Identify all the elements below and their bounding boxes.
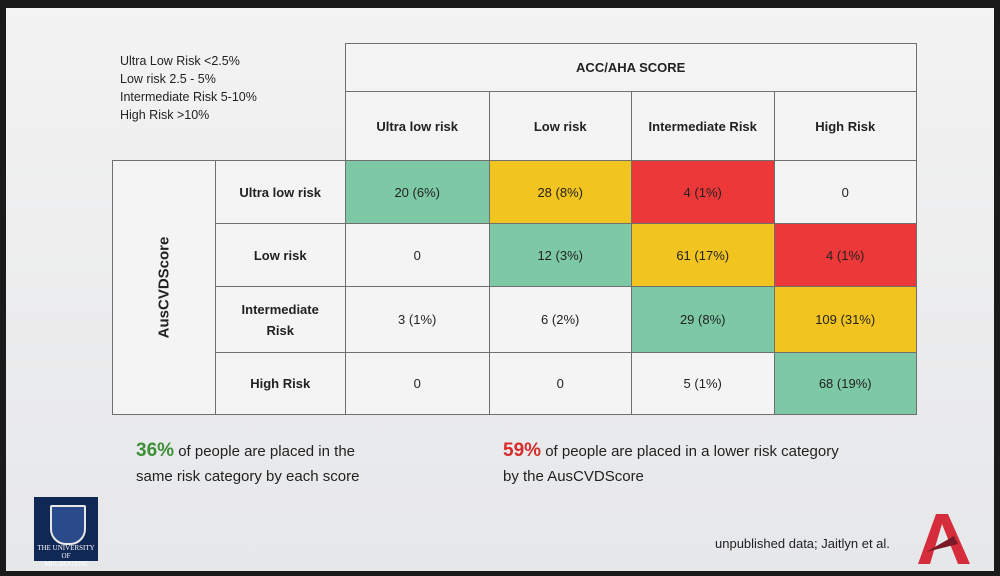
- university-logo: THE UNIVERSITY OF MELBOURNE: [34, 497, 98, 568]
- legend-item: Intermediate Risk 5-10%: [120, 90, 257, 104]
- table-cell: 12 (3%): [488, 223, 632, 287]
- data-credit: unpublished data; Jaitlyn et al.: [715, 536, 890, 551]
- row-header-low: Low risk: [214, 223, 346, 287]
- table-cell: 6 (2%): [488, 286, 632, 353]
- legend-item: Low risk 2.5 - 5%: [120, 72, 216, 86]
- auscvdscore-axis: AusCVDScore: [112, 160, 216, 415]
- col-header-high: High Risk: [773, 91, 917, 161]
- col-header-ultra-low: Ultra low risk: [344, 91, 490, 161]
- col-header-intermediate: Intermediate Risk: [630, 91, 775, 161]
- table-cell: 0: [488, 352, 632, 415]
- lower-category-percent: 59%: [503, 440, 542, 461]
- table-cell: 29 (8%): [630, 286, 775, 353]
- table-cell: 109 (31%): [773, 286, 917, 353]
- table-cell: 4 (1%): [773, 223, 917, 287]
- table-cell: 4 (1%): [630, 160, 775, 224]
- risk-legend: Ultra Low Risk <2.5% Low risk 2.5 - 5% I…: [120, 52, 257, 124]
- table-cell: 0: [344, 223, 490, 287]
- slide: Ultra Low Risk <2.5% Low risk 2.5 - 5% I…: [6, 8, 994, 571]
- acc-aha-score-header: ACC/AHA SCORE: [344, 43, 917, 92]
- legend-item: High Risk >10%: [120, 108, 210, 122]
- table-cell: 28 (8%): [488, 160, 632, 224]
- same-category-percent: 36%: [136, 440, 175, 461]
- row-header-ultra-low: Ultra low risk: [214, 160, 346, 224]
- legend-item: Ultra Low Risk <2.5%: [120, 54, 240, 68]
- table-cell: 3 (1%): [344, 286, 490, 353]
- table-cell: 68 (19%): [773, 352, 917, 415]
- risk-comparison-table: ACC/AHA SCORE Ultra low risk Low risk In…: [112, 43, 917, 415]
- auscvdscore-label: AusCVDScore: [155, 236, 173, 339]
- row-header-intermediate: Intermediate Risk: [214, 286, 346, 353]
- table-cell: 0: [344, 352, 490, 415]
- table-cell: 0: [773, 160, 917, 224]
- same-category-summary: 36% of people are placed in the same ris…: [136, 440, 360, 485]
- table-cell: 20 (6%): [344, 160, 490, 224]
- brand-logo-icon: [918, 514, 970, 564]
- col-header-low: Low risk: [488, 91, 632, 161]
- lower-category-summary: 59% of people are placed in a lower risk…: [503, 440, 839, 485]
- crest-icon: [50, 505, 86, 545]
- table-cell: 61 (17%): [630, 223, 775, 287]
- row-header-high: High Risk: [214, 352, 346, 415]
- table-cell: 5 (1%): [630, 352, 775, 415]
